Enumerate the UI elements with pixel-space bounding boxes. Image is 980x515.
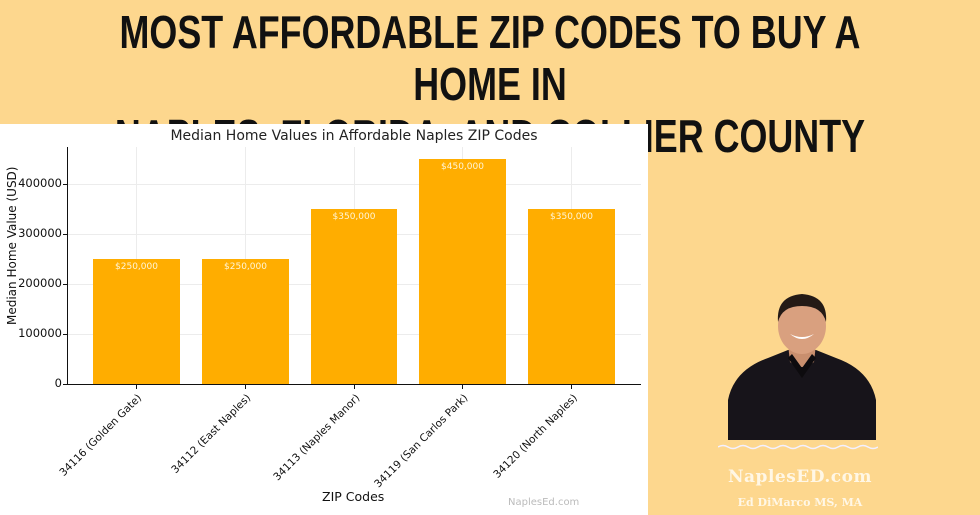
y-tick	[63, 334, 67, 335]
y-tick	[63, 284, 67, 285]
bar-value-label: $250,000	[115, 262, 158, 272]
x-tick	[571, 385, 572, 389]
y-tick-label: 0	[54, 376, 62, 390]
bar-34119: $450,000	[419, 159, 506, 384]
y-tick-label: 400000	[18, 176, 62, 190]
x-tick	[136, 385, 137, 389]
y-tick	[63, 234, 67, 235]
headline-line-1: MOST AFFORDABLE ZIP CODES TO BUY A HOME …	[119, 6, 861, 110]
x-axis	[67, 384, 641, 385]
y-tick	[63, 384, 67, 385]
y-tick-label: 300000	[18, 226, 62, 240]
bar-value-label: $350,000	[332, 212, 376, 222]
y-tick-label: 200000	[18, 276, 62, 290]
site-name: NaplesED.com	[728, 467, 872, 487]
author-photo	[728, 288, 876, 440]
bar-34113: $350,000	[311, 209, 397, 384]
y-axis	[67, 147, 68, 385]
author-name: Ed DiMarco MS, MA	[737, 496, 863, 509]
bar-34120: $350,000	[528, 209, 615, 384]
watermark: NaplesEd.com	[508, 497, 580, 508]
bar-value-label: $350,000	[550, 212, 593, 222]
bar-value-label: $250,000	[224, 262, 267, 272]
y-tick-label: 100000	[18, 326, 62, 340]
x-tick	[462, 385, 463, 389]
y-tick	[63, 184, 67, 185]
x-tick	[354, 385, 355, 389]
bar-value-label: $450,000	[441, 162, 484, 172]
y-axis-title: Median Home Value (USD)	[5, 166, 19, 325]
chart-title: Median Home Values in Affordable Naples …	[170, 128, 538, 144]
bar-34112: $250,000	[202, 259, 289, 384]
decorative-wave	[718, 444, 878, 450]
x-tick	[245, 385, 246, 389]
bar-34116: $250,000	[93, 259, 180, 384]
x-axis-title: ZIP Codes	[322, 489, 385, 504]
